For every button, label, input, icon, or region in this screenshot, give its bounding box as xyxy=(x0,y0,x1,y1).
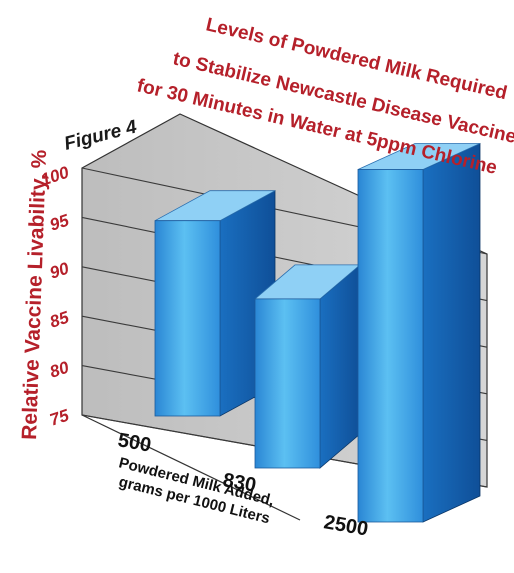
bar-front xyxy=(254,298,321,469)
bar-side xyxy=(319,264,361,469)
y-tick-label: 75 xyxy=(47,406,71,430)
y-tick-label: 80 xyxy=(47,358,71,382)
y-axis-label: Relative Vaccine Livability, % xyxy=(18,149,51,440)
bar-side xyxy=(422,142,481,523)
x-category-label: 500 xyxy=(116,429,153,456)
y-tick-label: 95 xyxy=(47,211,71,235)
bar-front xyxy=(357,169,424,523)
floor-edge xyxy=(81,414,301,521)
bar-front xyxy=(154,220,221,417)
bar xyxy=(357,142,481,523)
x-axis-label: Powdered Milk Added, grams per 1000 Lite… xyxy=(117,454,276,527)
bar xyxy=(253,264,362,469)
y-tick-label: 85 xyxy=(47,308,71,332)
y-tick-label: 90 xyxy=(47,259,71,283)
bars xyxy=(154,142,481,523)
